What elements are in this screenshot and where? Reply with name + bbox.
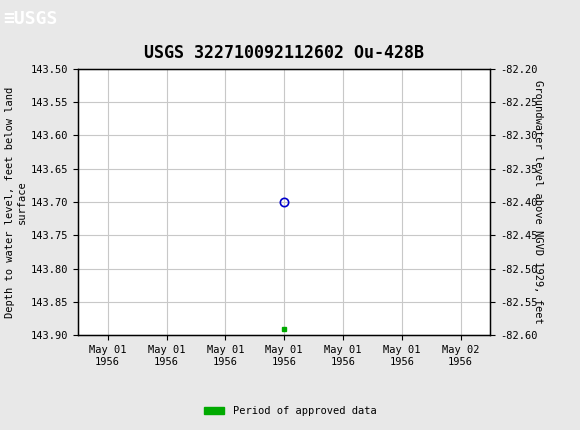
- Legend: Period of approved data: Period of approved data: [200, 402, 380, 421]
- Title: USGS 322710092112602 Ou-428B: USGS 322710092112602 Ou-428B: [144, 44, 424, 61]
- Y-axis label: Depth to water level, feet below land
surface: Depth to water level, feet below land su…: [5, 86, 27, 318]
- Y-axis label: Groundwater level above NGVD 1929, feet: Groundwater level above NGVD 1929, feet: [533, 80, 543, 324]
- Text: ≡USGS: ≡USGS: [3, 10, 57, 28]
